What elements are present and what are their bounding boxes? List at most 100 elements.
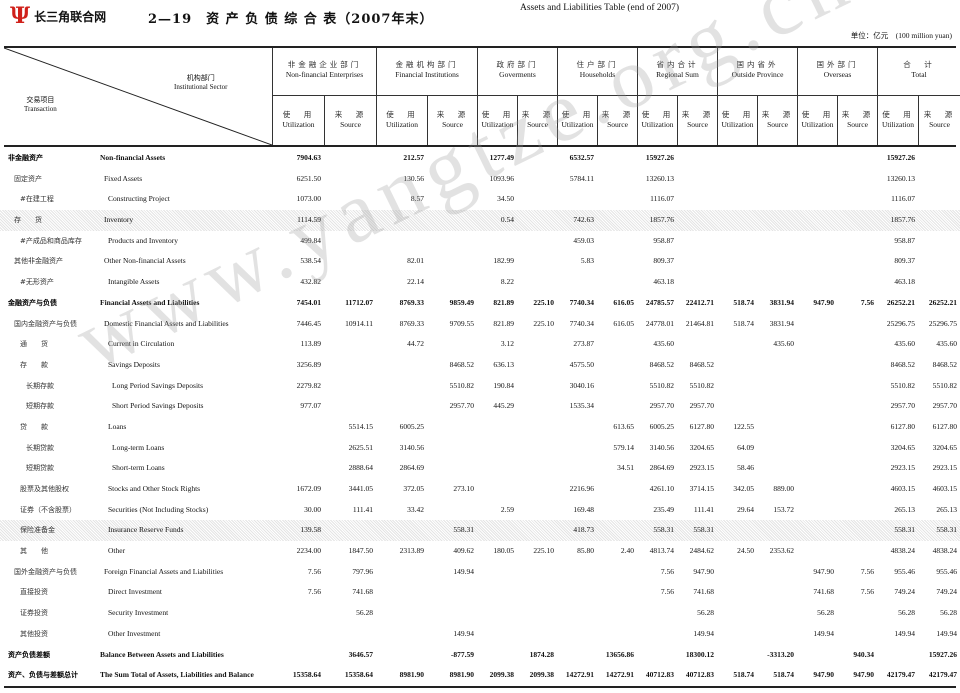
sub-header-en: Source [929,120,950,129]
row-label-zh: 非金融资产 [8,154,43,162]
cell-value: 122.55 [733,421,754,431]
row-label-en: Foreign Financial Assets and Liabilities [104,566,224,576]
cell-value: 4603.15 [890,484,915,493]
cell-value: 4838.24 [890,546,915,556]
cell-value: 1857.76 [649,215,674,225]
cell-value: 3441.05 [348,484,373,493]
row-label-en: Non-financial Assets [100,153,166,162]
cell-value: 741.68 [693,587,714,597]
row-label-en: Loans [108,421,127,431]
cell-value: 58.46 [737,463,754,473]
cell-value: 2.40 [620,546,634,556]
cell-value: 7740.34 [569,297,594,307]
sub-header-zh: 使 用 [801,110,834,119]
cell-value: 24.50 [737,546,754,556]
cell-value: -877.59 [450,649,474,659]
cell-value: 34.51 [617,463,634,473]
row-label-zh: 股票及其他股权 [20,485,69,493]
cell-value: 2216.96 [569,484,594,493]
cell-value: 7454.01 [296,297,321,307]
cell-value: 6532.57 [569,153,594,162]
cell-value: 8468.52 [689,359,714,369]
source-header: 来 源 Source [677,96,717,145]
table-row: #在建工程 Constructing Project 1073.00 8.57 34.5… [0,189,960,210]
row-label-en: Balance Between Assets and Liabilities [100,649,224,659]
cell-value: 7446.45 [296,318,321,328]
cell-value: 889.00 [773,484,794,493]
table-row: 短期贷款 Short-term Loans 2888.64 2864.69 34.51 2… [0,458,960,479]
cell-value: 7.56 [307,587,321,597]
group-header: 非金融企业部门 Non-financial Enterprises [272,48,376,96]
cell-value: 372.05 [403,484,424,493]
table-row: 证券（不含股票） Securities (Not Including Stocks… [0,500,960,521]
group-header: 政府部门 Goverments [477,48,557,96]
row-label-en: Constructing Project [108,194,170,204]
table-row: 直接投资 Direct Investment 7.56 741.68 7.56 741.6… [0,582,960,603]
cell-value: 29.64 [737,504,754,514]
cell-value: 3140.56 [649,442,674,452]
row-label-zh: 其 他 [20,547,48,556]
sub-header-zh: 使 用 [481,110,514,119]
row-label-zh: #无形资产 [20,278,54,287]
sub-header-zh: 来 源 [841,110,874,119]
group-header-zh: 省内合计 [656,60,699,69]
sub-header-en: Source [527,120,548,129]
cell-value: 82.01 [407,256,424,266]
row-label-zh: 固定资产 [14,174,42,183]
group-header-zh: 金融机构部门 [395,60,459,69]
table-row: 存 货 Inventory 1114.59 0.54 742.63 1857.76 1857… [0,210,960,231]
cell-value: 15927.26 [886,153,915,162]
cell-value: 6005.25 [649,421,674,431]
group-header-en: Total [911,70,927,79]
cell-value: 153.72 [773,504,794,514]
group-header-en: Non-financial Enterprises [285,70,364,79]
sub-header-en: Source [442,120,463,129]
group-header-zh: 非金融企业部门 [287,60,362,69]
cell-value: 2957.70 [890,401,915,411]
table-body: 非金融资产 Non-financial Assets 7904.63 212.57 12… [0,148,960,686]
cell-value: 190.84 [493,380,514,390]
cell-value: 225.10 [533,318,554,328]
cell-value: 5510.82 [649,380,674,390]
cell-value: 8468.52 [449,359,474,369]
cell-value: 459.03 [573,235,594,245]
cell-value: 977.07 [300,401,321,411]
cell-value: 26252.21 [928,297,957,307]
row-label-zh: 存 货 [14,216,42,225]
row-label-en: Financial Assets and Liabilities [100,297,200,307]
utilization-header: 使 用 Utilization [376,96,427,145]
cell-value: 435.60 [894,339,915,349]
sub-header-en: Utilization [385,120,419,129]
cell-value: 25296.75 [886,318,915,328]
cell-value: 499.84 [300,235,321,245]
cell-value: 7.56 [860,297,874,307]
cell-value: 3.12 [500,339,514,349]
cell-value: 225.10 [533,297,554,307]
sub-header-en: Source [687,120,708,129]
cell-value: 2353.62 [769,546,794,556]
group-header-zh: 住户部门 [576,60,619,69]
cell-value: 8468.52 [890,359,915,369]
cell-value: 1277.49 [489,153,514,162]
cell-value: 947.90 [853,670,874,680]
cell-value: 3831.94 [769,297,794,307]
row-label-en: Other [108,546,126,556]
cell-value: 821.89 [493,297,514,307]
row-label-en: Other Non-financial Assets [104,256,186,266]
cell-value: 5510.82 [449,380,474,390]
cell-value: 3204.65 [890,442,915,452]
cell-value: 2888.64 [348,463,373,473]
cell-value: 821.89 [493,318,514,328]
cell-value: 265.13 [894,504,915,514]
page-title-zh: 2—19 资 产 负 债 综 合 表（2007年末） [148,12,434,27]
cell-value: 2957.70 [689,401,714,411]
table-row: #产成品和商品库存 Products and Inventory 499.84 459… [0,231,960,252]
header-bottom-rule [4,145,956,147]
group-header-en: Overseas [823,70,852,79]
table-row: #无形资产 Intangible Assets 432.82 22.14 8.22 463… [0,272,960,293]
sub-header-zh: 来 源 [761,110,794,119]
cell-value: 1116.07 [891,194,915,204]
row-label-zh: 直接投资 [20,588,48,597]
cell-value: 940.34 [853,649,874,659]
cell-value: 8981.90 [399,670,424,680]
